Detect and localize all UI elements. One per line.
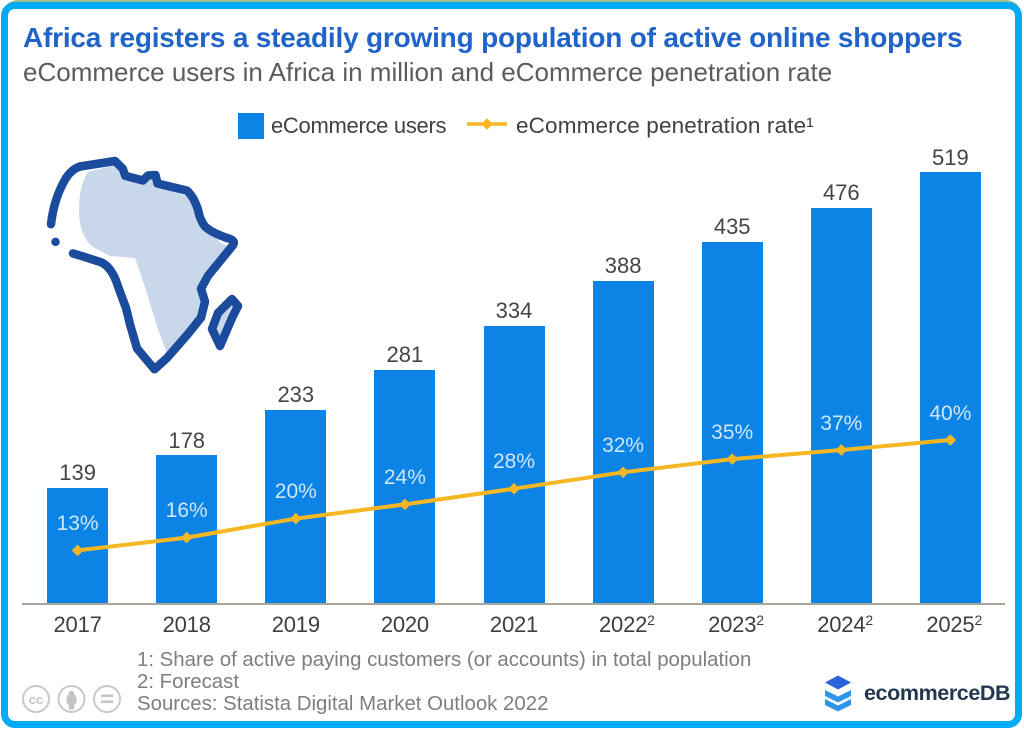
svg-text:cc: cc [29,692,43,707]
